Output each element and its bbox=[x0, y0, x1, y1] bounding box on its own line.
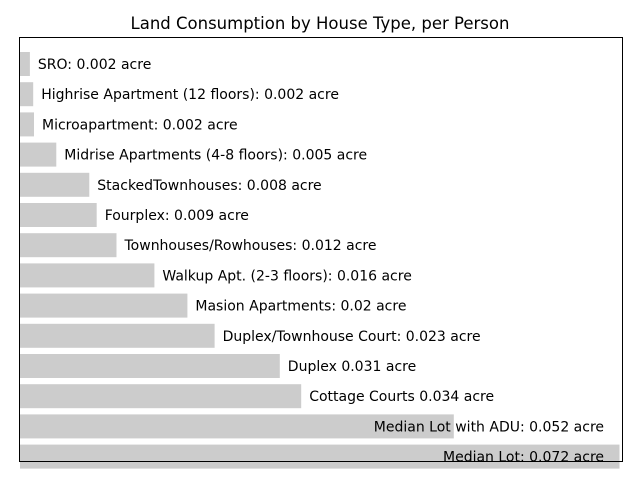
bar-label-10: Duplex 0.031 acre bbox=[288, 359, 416, 375]
bar-label-6: Townhouses/Rowhouses: 0.012 acre bbox=[124, 238, 377, 254]
bar-5 bbox=[20, 203, 97, 227]
bar-7 bbox=[20, 263, 155, 288]
bar-4 bbox=[20, 172, 90, 197]
bar-8 bbox=[20, 293, 188, 318]
bar-label-5: Fourplex: 0.009 acre bbox=[105, 208, 249, 224]
bar-12 bbox=[20, 414, 454, 439]
bar-9 bbox=[20, 323, 215, 348]
bar-label-4: StackedTownhouses: 0.008 acre bbox=[97, 178, 321, 194]
bar-6 bbox=[20, 233, 117, 258]
bar-label-9: Duplex/Townhouse Court: 0.023 acre bbox=[223, 329, 481, 345]
bar-1 bbox=[20, 82, 34, 107]
bar-label-7: Walkup Apt. (2-3 floors): 0.016 acre bbox=[162, 268, 411, 284]
bar-3 bbox=[20, 142, 57, 167]
bar-0 bbox=[20, 52, 30, 76]
bar-label-13: Median Lot: 0.072 acre bbox=[443, 450, 604, 466]
bar-label-0: SRO: 0.002 acre bbox=[38, 57, 151, 73]
bars-group: SRO: 0.002 acre Highrise Apartment (12 fl… bbox=[20, 52, 620, 469]
bar-label-12: Median Lot with ADU: 0.052 acre bbox=[374, 419, 604, 435]
bar-10 bbox=[20, 354, 280, 378]
bar-13 bbox=[20, 444, 620, 469]
bar-label-3: Midrise Apartments (4-8 floors): 0.005 a… bbox=[64, 148, 367, 164]
plot-frame bbox=[19, 37, 623, 462]
chart-title: Land Consumption by House Type, per Pers… bbox=[131, 14, 510, 33]
bar-label-8: Masion Apartments: 0.02 acre bbox=[195, 299, 406, 315]
bar-label-2: Microapartment: 0.002 acre bbox=[42, 117, 238, 133]
bar-label-11: Cottage Courts 0.034 acre bbox=[309, 389, 494, 405]
bar-11 bbox=[20, 384, 302, 409]
bar-label-1: Highrise Apartment (12 floors): 0.002 ac… bbox=[41, 87, 339, 103]
bar-2 bbox=[20, 112, 34, 137]
